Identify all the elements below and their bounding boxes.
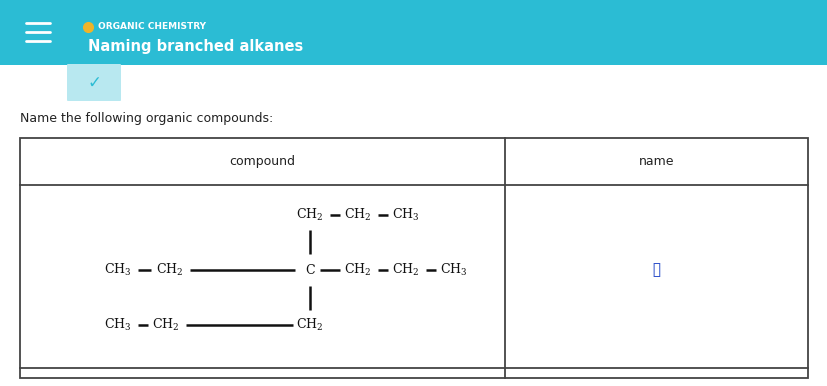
Text: Name the following organic compounds:: Name the following organic compounds: (20, 112, 273, 125)
Text: $\mathregular{CH_3}$: $\mathregular{CH_3}$ (104, 262, 131, 278)
Text: $\mathregular{CH_2}$: $\mathregular{CH_2}$ (344, 207, 371, 223)
Bar (0, 0, 827, 65)
Text: $\mathregular{CH_2}$: $\mathregular{CH_2}$ (296, 317, 323, 333)
Text: ▯: ▯ (651, 261, 661, 279)
Text: ✓: ✓ (87, 73, 101, 91)
Text: $\mathregular{CH_2}$: $\mathregular{CH_2}$ (156, 262, 184, 278)
FancyBboxPatch shape (67, 64, 121, 101)
Text: $\mathregular{CH_3}$: $\mathregular{CH_3}$ (104, 317, 131, 333)
Text: compound: compound (229, 155, 295, 168)
Bar (20, 138, 807, 378)
Text: Naming branched alkanes: Naming branched alkanes (88, 39, 303, 54)
Text: $\mathregular{CH_2}$: $\mathregular{CH_2}$ (344, 262, 371, 278)
Text: name: name (638, 155, 673, 168)
Text: $\mathregular{CH_3}$: $\mathregular{CH_3}$ (392, 207, 419, 223)
Text: C: C (305, 264, 314, 276)
Text: ORGANIC CHEMISTRY: ORGANIC CHEMISTRY (98, 22, 206, 32)
Text: $\mathregular{CH_2}$: $\mathregular{CH_2}$ (296, 207, 323, 223)
Text: $\mathregular{CH_3}$: $\mathregular{CH_3}$ (440, 262, 467, 278)
Text: $\mathregular{CH_2}$: $\mathregular{CH_2}$ (152, 317, 179, 333)
Text: $\mathregular{CH_2}$: $\mathregular{CH_2}$ (392, 262, 419, 278)
